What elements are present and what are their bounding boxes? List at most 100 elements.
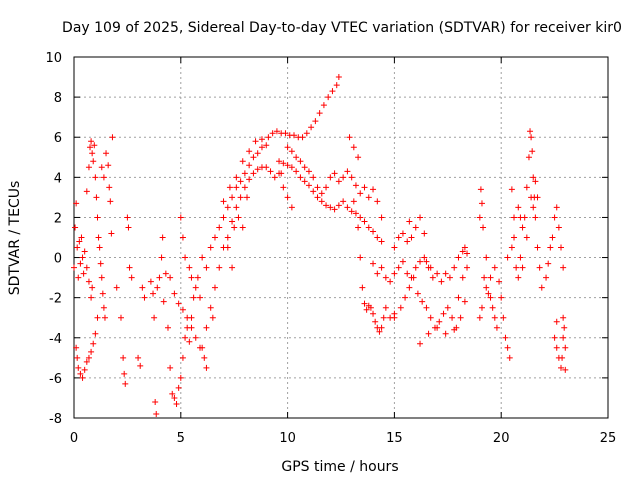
data-point: [293, 154, 300, 161]
data-point: [357, 190, 364, 197]
data-point: [74, 244, 81, 251]
data-point: [421, 230, 428, 237]
data-point: [211, 234, 218, 241]
data-point: [276, 158, 283, 165]
data-point: [113, 284, 120, 291]
data-point: [461, 298, 468, 305]
x-tick-label: 25: [600, 431, 617, 446]
y-axis-label: SDTVAR / TECUs: [7, 181, 23, 296]
data-point: [147, 278, 154, 285]
data-point: [318, 190, 325, 197]
data-point: [310, 188, 317, 195]
data-point: [301, 178, 308, 185]
data-point: [333, 82, 340, 89]
data-point: [412, 264, 419, 271]
data-point: [359, 284, 366, 291]
y-tick-label: -6: [49, 372, 62, 387]
data-point: [293, 168, 300, 175]
data-point: [316, 110, 323, 117]
data-point: [280, 160, 287, 167]
data-point: [348, 174, 355, 181]
data-point: [241, 170, 248, 177]
data-point: [555, 224, 562, 231]
data-point: [162, 270, 169, 277]
data-point: [79, 254, 86, 261]
data-point: [98, 164, 105, 171]
data-point: [98, 274, 105, 281]
data-point: [528, 134, 535, 141]
y-tick-label: -8: [49, 412, 62, 427]
data-point: [85, 354, 92, 361]
data-point: [399, 230, 406, 237]
data-point: [504, 344, 511, 351]
data-point: [511, 214, 518, 221]
data-point: [498, 294, 505, 301]
data-point: [273, 128, 280, 135]
data-point: [301, 164, 308, 171]
data-point: [363, 306, 370, 313]
x-tick-label: 10: [279, 431, 296, 446]
data-point: [370, 310, 377, 317]
data-point: [220, 214, 227, 221]
data-point: [387, 278, 394, 285]
data-point: [451, 326, 458, 333]
data-point: [299, 134, 306, 141]
data-point: [417, 258, 424, 265]
data-point: [521, 214, 528, 221]
data-point: [534, 244, 541, 251]
data-point: [297, 174, 304, 181]
data-point: [128, 274, 135, 281]
data-point: [464, 264, 471, 271]
data-point: [487, 294, 494, 301]
data-point: [477, 186, 484, 193]
data-point: [308, 124, 315, 131]
data-point: [297, 158, 304, 165]
plot-frame: [73, 56, 609, 419]
data-point: [117, 314, 124, 321]
data-point: [551, 334, 558, 341]
data-point: [320, 102, 327, 109]
data-point: [303, 130, 310, 137]
data-point: [175, 300, 182, 307]
data-point: [380, 314, 387, 321]
data-point: [335, 202, 342, 209]
data-point: [442, 270, 449, 277]
data-point: [391, 314, 398, 321]
data-point: [152, 398, 159, 405]
data-point: [192, 334, 199, 341]
data-point: [288, 204, 295, 211]
data-point: [88, 138, 95, 145]
data-point: [434, 324, 441, 331]
data-point: [348, 208, 355, 215]
data-point: [87, 144, 94, 151]
data-point: [455, 294, 462, 301]
data-point: [244, 194, 251, 201]
data-point: [77, 260, 84, 267]
data-point: [182, 334, 189, 341]
data-point: [81, 366, 88, 373]
data-point: [169, 390, 176, 397]
data-point: [207, 244, 214, 251]
data-point: [96, 244, 103, 251]
x-tick-label: 0: [70, 431, 78, 446]
data-point: [427, 264, 434, 271]
data-point: [139, 284, 146, 291]
data-point: [154, 284, 161, 291]
data-point: [167, 364, 174, 371]
data-point: [226, 184, 233, 191]
y-tick-label: 4: [54, 171, 62, 186]
data-point: [291, 132, 298, 139]
data-point: [395, 264, 402, 271]
data-point: [246, 162, 253, 169]
data-point: [399, 258, 406, 265]
data-point: [250, 154, 257, 161]
data-point: [263, 142, 270, 149]
data-point: [231, 224, 238, 231]
data-point: [402, 294, 409, 301]
x-tick-label: 5: [177, 431, 185, 446]
data-point: [314, 194, 321, 201]
data-point: [425, 330, 432, 337]
data-point: [171, 394, 178, 401]
data-point: [551, 214, 558, 221]
data-point: [481, 274, 488, 281]
